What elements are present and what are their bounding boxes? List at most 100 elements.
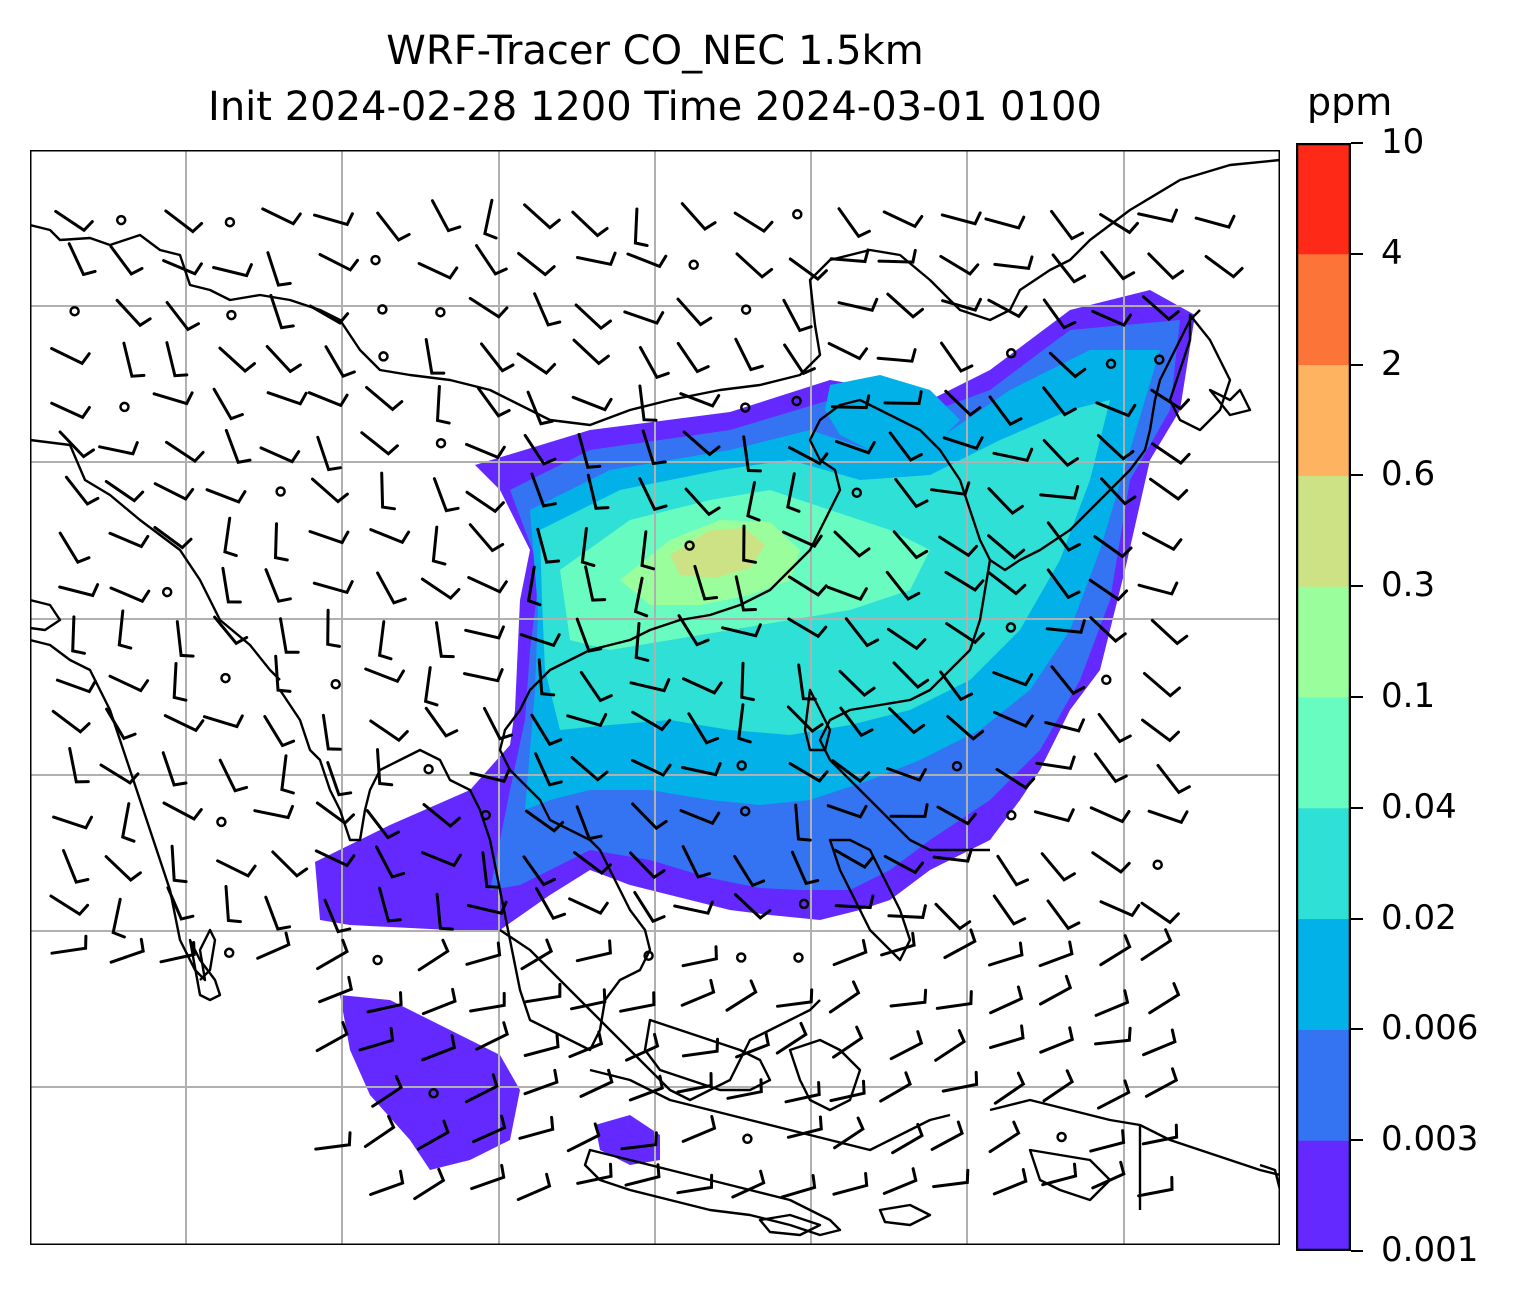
wind-barb: [734, 575, 757, 612]
calm-wind-marker: [739, 805, 751, 817]
wind-barb: [780, 1174, 817, 1199]
colorbar-tick-label: 0.1: [1381, 676, 1436, 716]
wind-barb: [633, 207, 649, 247]
plume-south-patch: [595, 1115, 660, 1165]
wind-barb: [416, 1119, 450, 1151]
wind-barb: [535, 887, 567, 921]
wind-barb: [326, 761, 353, 797]
wind-barb: [533, 292, 562, 327]
wind-barb: [522, 855, 556, 887]
wind-barb: [165, 440, 205, 464]
wind-barb: [266, 251, 292, 287]
wind-barb: [889, 803, 929, 818]
wind-barb: [54, 209, 94, 233]
wind-barb: [475, 244, 508, 276]
wind-barb: [734, 337, 764, 372]
wind-barb: [463, 668, 504, 683]
wind-barb: [120, 802, 136, 843]
wind-barb: [108, 674, 150, 693]
wind-barb: [108, 531, 150, 549]
wind-barb: [638, 477, 668, 512]
wind-barb: [786, 472, 801, 513]
wind-barb: [1044, 718, 1085, 733]
calm-wind-marker: [223, 947, 235, 959]
wind-barb: [1094, 1026, 1132, 1046]
wind-barb: [375, 845, 406, 879]
wind-barb: [1039, 485, 1080, 500]
wind-barb: [1142, 1028, 1177, 1057]
wind-barb: [360, 431, 399, 456]
calm-wind-marker: [951, 760, 963, 772]
wind-barb: [571, 395, 613, 412]
wind-barb: [987, 534, 1026, 560]
wind-barb: [523, 433, 557, 466]
wind-barb: [313, 212, 354, 227]
wind-barb: [202, 714, 244, 729]
wind-barb: [832, 939, 868, 967]
wind-barb: [1039, 1026, 1075, 1054]
wind-barb: [787, 575, 828, 597]
wind-barb: [1040, 852, 1076, 882]
wind-barb: [519, 633, 561, 648]
calm-wind-marker: [1101, 674, 1112, 686]
wind-barb: [1144, 1067, 1179, 1098]
wind-barb: [681, 1115, 717, 1143]
calm-wind-marker: [1006, 810, 1017, 821]
wind-barb: [431, 525, 447, 566]
wind-barb: [992, 894, 1027, 926]
wind-barb: [307, 391, 349, 408]
calm-wind-marker: [435, 306, 446, 318]
map-title-line2: Init 2024-02-28 1200 Time 2024-03-01 010…: [208, 84, 1102, 130]
colorbar-tick: [1351, 363, 1363, 366]
wind-barb: [883, 854, 925, 875]
wind-barb: [941, 1070, 979, 1093]
wind-barb: [676, 297, 713, 327]
wind-barb: [577, 433, 602, 469]
wind-barb: [274, 654, 292, 693]
wind-barb: [783, 343, 816, 376]
wind-barb: [676, 1173, 714, 1195]
wind-barb: [987, 571, 1027, 596]
wind-barb: [993, 255, 1034, 271]
wind-barb: [734, 893, 772, 920]
colorbar-tick-label: 0.04: [1381, 786, 1457, 827]
wind-barb: [269, 293, 295, 330]
wind-barb: [117, 609, 133, 650]
wind-barb: [525, 809, 565, 833]
colorbar: [1296, 143, 1351, 1251]
wind-barb: [940, 341, 974, 373]
wind-barb: [109, 586, 151, 604]
wind-barb: [212, 387, 244, 421]
calm-wind-marker: [115, 214, 127, 226]
wind-barb: [640, 530, 655, 571]
wind-barb: [742, 524, 757, 564]
wind-barb: [55, 678, 97, 694]
wind-barb: [988, 941, 1024, 967]
wind-barb: [989, 985, 1024, 1015]
wind-barb: [109, 937, 145, 964]
wind-barb: [1093, 752, 1128, 784]
wind-barb: [470, 1163, 506, 1191]
colorbar-tick: [1351, 585, 1363, 588]
wind-barb: [677, 614, 710, 647]
calm-wind-marker: [684, 540, 695, 551]
wind-barb: [568, 897, 609, 915]
wind-barb: [1091, 1160, 1126, 1190]
wind-barb: [421, 1034, 457, 1062]
wind-barb: [465, 442, 506, 460]
wind-barb: [1048, 351, 1087, 379]
wind-barb: [679, 809, 721, 826]
wind-barb: [684, 487, 721, 517]
wind-barb: [934, 1029, 966, 1062]
colorbar-unit: ppm: [1307, 80, 1393, 124]
wind-barb: [829, 248, 870, 264]
calm-wind-marker: [161, 586, 173, 598]
wind-barb: [676, 1072, 713, 1094]
wind-barb: [421, 987, 457, 1016]
wind-barb: [626, 252, 668, 269]
wind-barb: [629, 851, 666, 880]
wind-barb: [264, 895, 292, 931]
wind-barb: [575, 805, 603, 841]
wind-barb: [311, 477, 349, 504]
wind-barb: [175, 620, 195, 658]
